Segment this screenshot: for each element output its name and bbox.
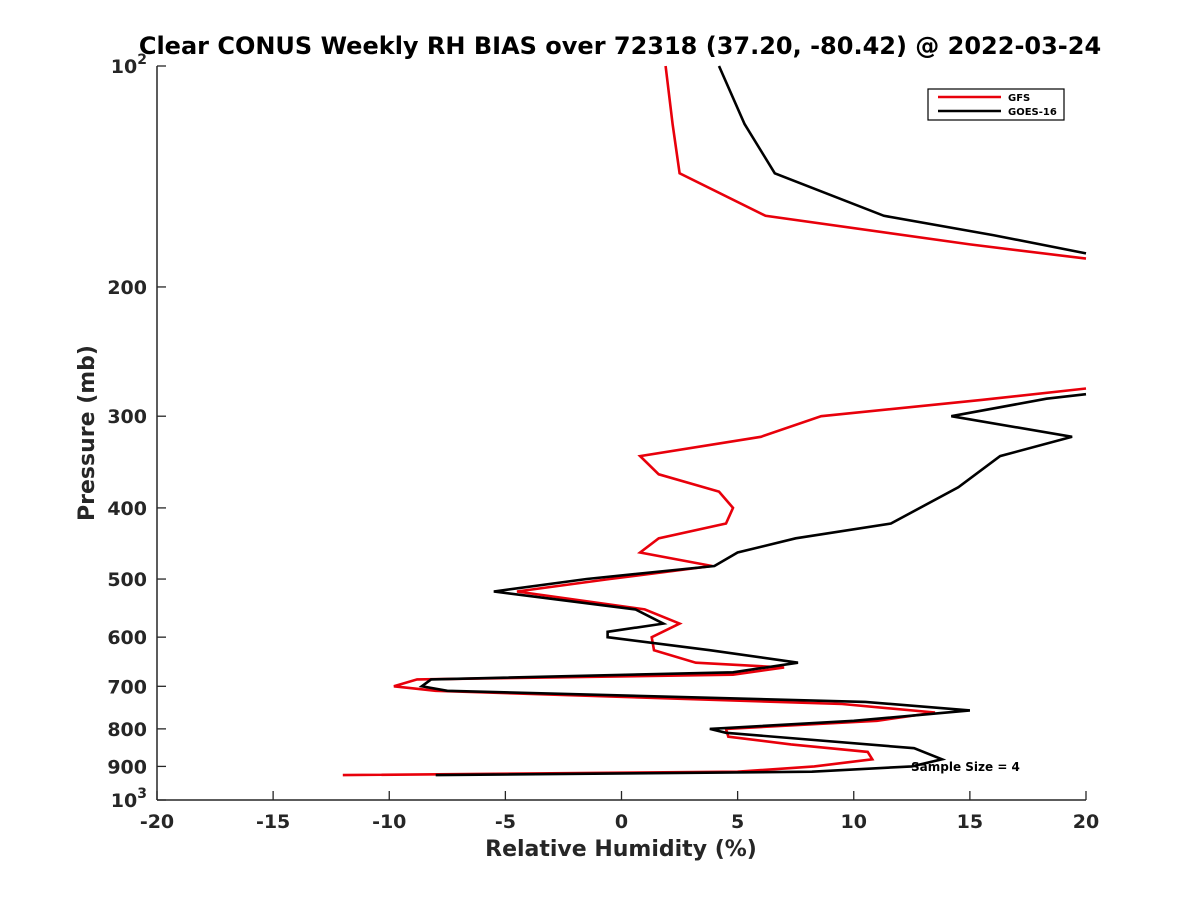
y-tick-label: 103 bbox=[111, 786, 147, 812]
y-tick-label: 400 bbox=[107, 498, 147, 520]
series-layer bbox=[342, 65, 1087, 777]
x-tick-label: 20 bbox=[1073, 811, 1099, 833]
y-axis-label: Pressure (mb) bbox=[75, 345, 100, 521]
y-tick-label: 500 bbox=[107, 569, 147, 591]
x-tick-label: 10 bbox=[841, 811, 867, 833]
y-tick-label: 600 bbox=[107, 627, 147, 649]
series-line-gfs bbox=[342, 387, 1087, 777]
y-tick-label: 200 bbox=[107, 277, 147, 299]
x-tick-label: -20 bbox=[140, 811, 174, 833]
legend-label-gfs: GFS bbox=[1008, 93, 1030, 104]
x-tick-label: -15 bbox=[256, 811, 290, 833]
series-line-goes16 bbox=[717, 65, 1087, 255]
chart-title: Clear CONUS Weekly RH BIAS over 72318 (3… bbox=[139, 32, 1101, 60]
x-tick-label: 5 bbox=[731, 811, 744, 833]
y-tick-label: 700 bbox=[107, 676, 147, 698]
x-tick-label: -5 bbox=[495, 811, 516, 833]
y-tick-label: 800 bbox=[107, 719, 147, 741]
series-line-gfs bbox=[664, 65, 1087, 260]
y-tick-label: 900 bbox=[107, 756, 147, 778]
y-tick-label: 102 bbox=[111, 52, 147, 78]
legend-box bbox=[927, 88, 1065, 121]
series-line-goes16 bbox=[418, 392, 1087, 777]
sample-size-annotation: Sample Size = 4 bbox=[911, 760, 1020, 774]
axes: -20 -15 -10 -5 0 5 10 15 20 102 200 300 400 500 600 700… bbox=[107, 52, 1099, 833]
x-tick-label: 0 bbox=[615, 811, 628, 833]
y-tick-label: 300 bbox=[107, 406, 147, 428]
legend: GFS GOES-16 bbox=[927, 88, 1065, 121]
legend-label-goes16: GOES-16 bbox=[1008, 107, 1057, 118]
x-axis-label: Relative Humidity (%) bbox=[485, 837, 757, 862]
x-tick-label: 15 bbox=[957, 811, 983, 833]
x-tick-label: -10 bbox=[372, 811, 406, 833]
